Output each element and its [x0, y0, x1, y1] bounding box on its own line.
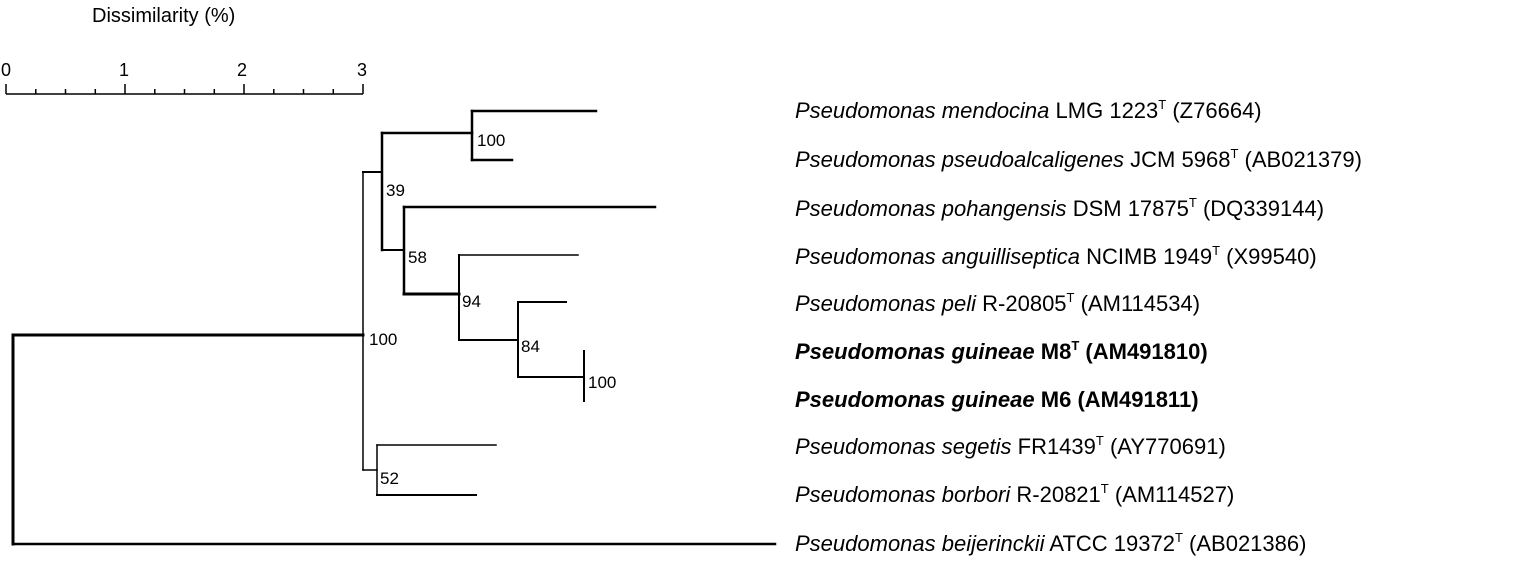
bootstrap-label: 100: [477, 131, 505, 150]
scale-tick-label: 1: [119, 60, 129, 80]
scale-tick-label: 2: [237, 60, 247, 80]
taxon-labels: Pseudomonas mendocina LMG 1223T (Z76664)…: [795, 97, 1362, 556]
bootstrap-label: 39: [386, 181, 405, 200]
taxon-label: Pseudomonas mendocina LMG 1223T (Z76664): [795, 97, 1262, 123]
taxon-label: Pseudomonas peli R-20805T (AM114534): [795, 290, 1200, 316]
taxon-label: Pseudomonas pseudoalcaligenes JCM 5968T …: [795, 146, 1362, 172]
bootstrap-label: 58: [408, 248, 427, 267]
scale-tick-label: 3: [357, 60, 367, 80]
taxon-label-highlighted: Pseudomonas guineae M6 (AM491811): [795, 387, 1199, 412]
taxon-label: Pseudomonas beijerinckii ATCC 19372T (AB…: [795, 530, 1306, 556]
bootstrap-label: 100: [369, 330, 397, 349]
bootstrap-values: 100 39 100 58 94 84 100 52: [369, 131, 616, 488]
scale-bar: Dissimilarity (%) 0 1 2 3: [1, 5, 367, 95]
taxon-label: Pseudomonas pohangensis DSM 17875T (DQ33…: [795, 195, 1324, 221]
bootstrap-label: 100: [588, 373, 616, 392]
taxon-label: Pseudomonas anguilliseptica NCIMB 1949T …: [795, 243, 1317, 269]
scale-title: Dissimilarity (%): [92, 5, 235, 27]
bootstrap-label: 84: [521, 337, 540, 356]
scale-tick-label: 0: [1, 60, 11, 80]
taxon-label: Pseudomonas borbori R-20821T (AM114527): [795, 481, 1234, 507]
taxon-label-highlighted: Pseudomonas guineae M8T (AM491810): [795, 338, 1208, 364]
scale-ticks: [5, 84, 364, 94]
bootstrap-label: 52: [380, 469, 399, 488]
taxon-label: Pseudomonas segetis FR1439T (AY770691): [795, 433, 1226, 459]
tree-branches: [11, 109, 777, 546]
bootstrap-label: 94: [462, 292, 481, 311]
